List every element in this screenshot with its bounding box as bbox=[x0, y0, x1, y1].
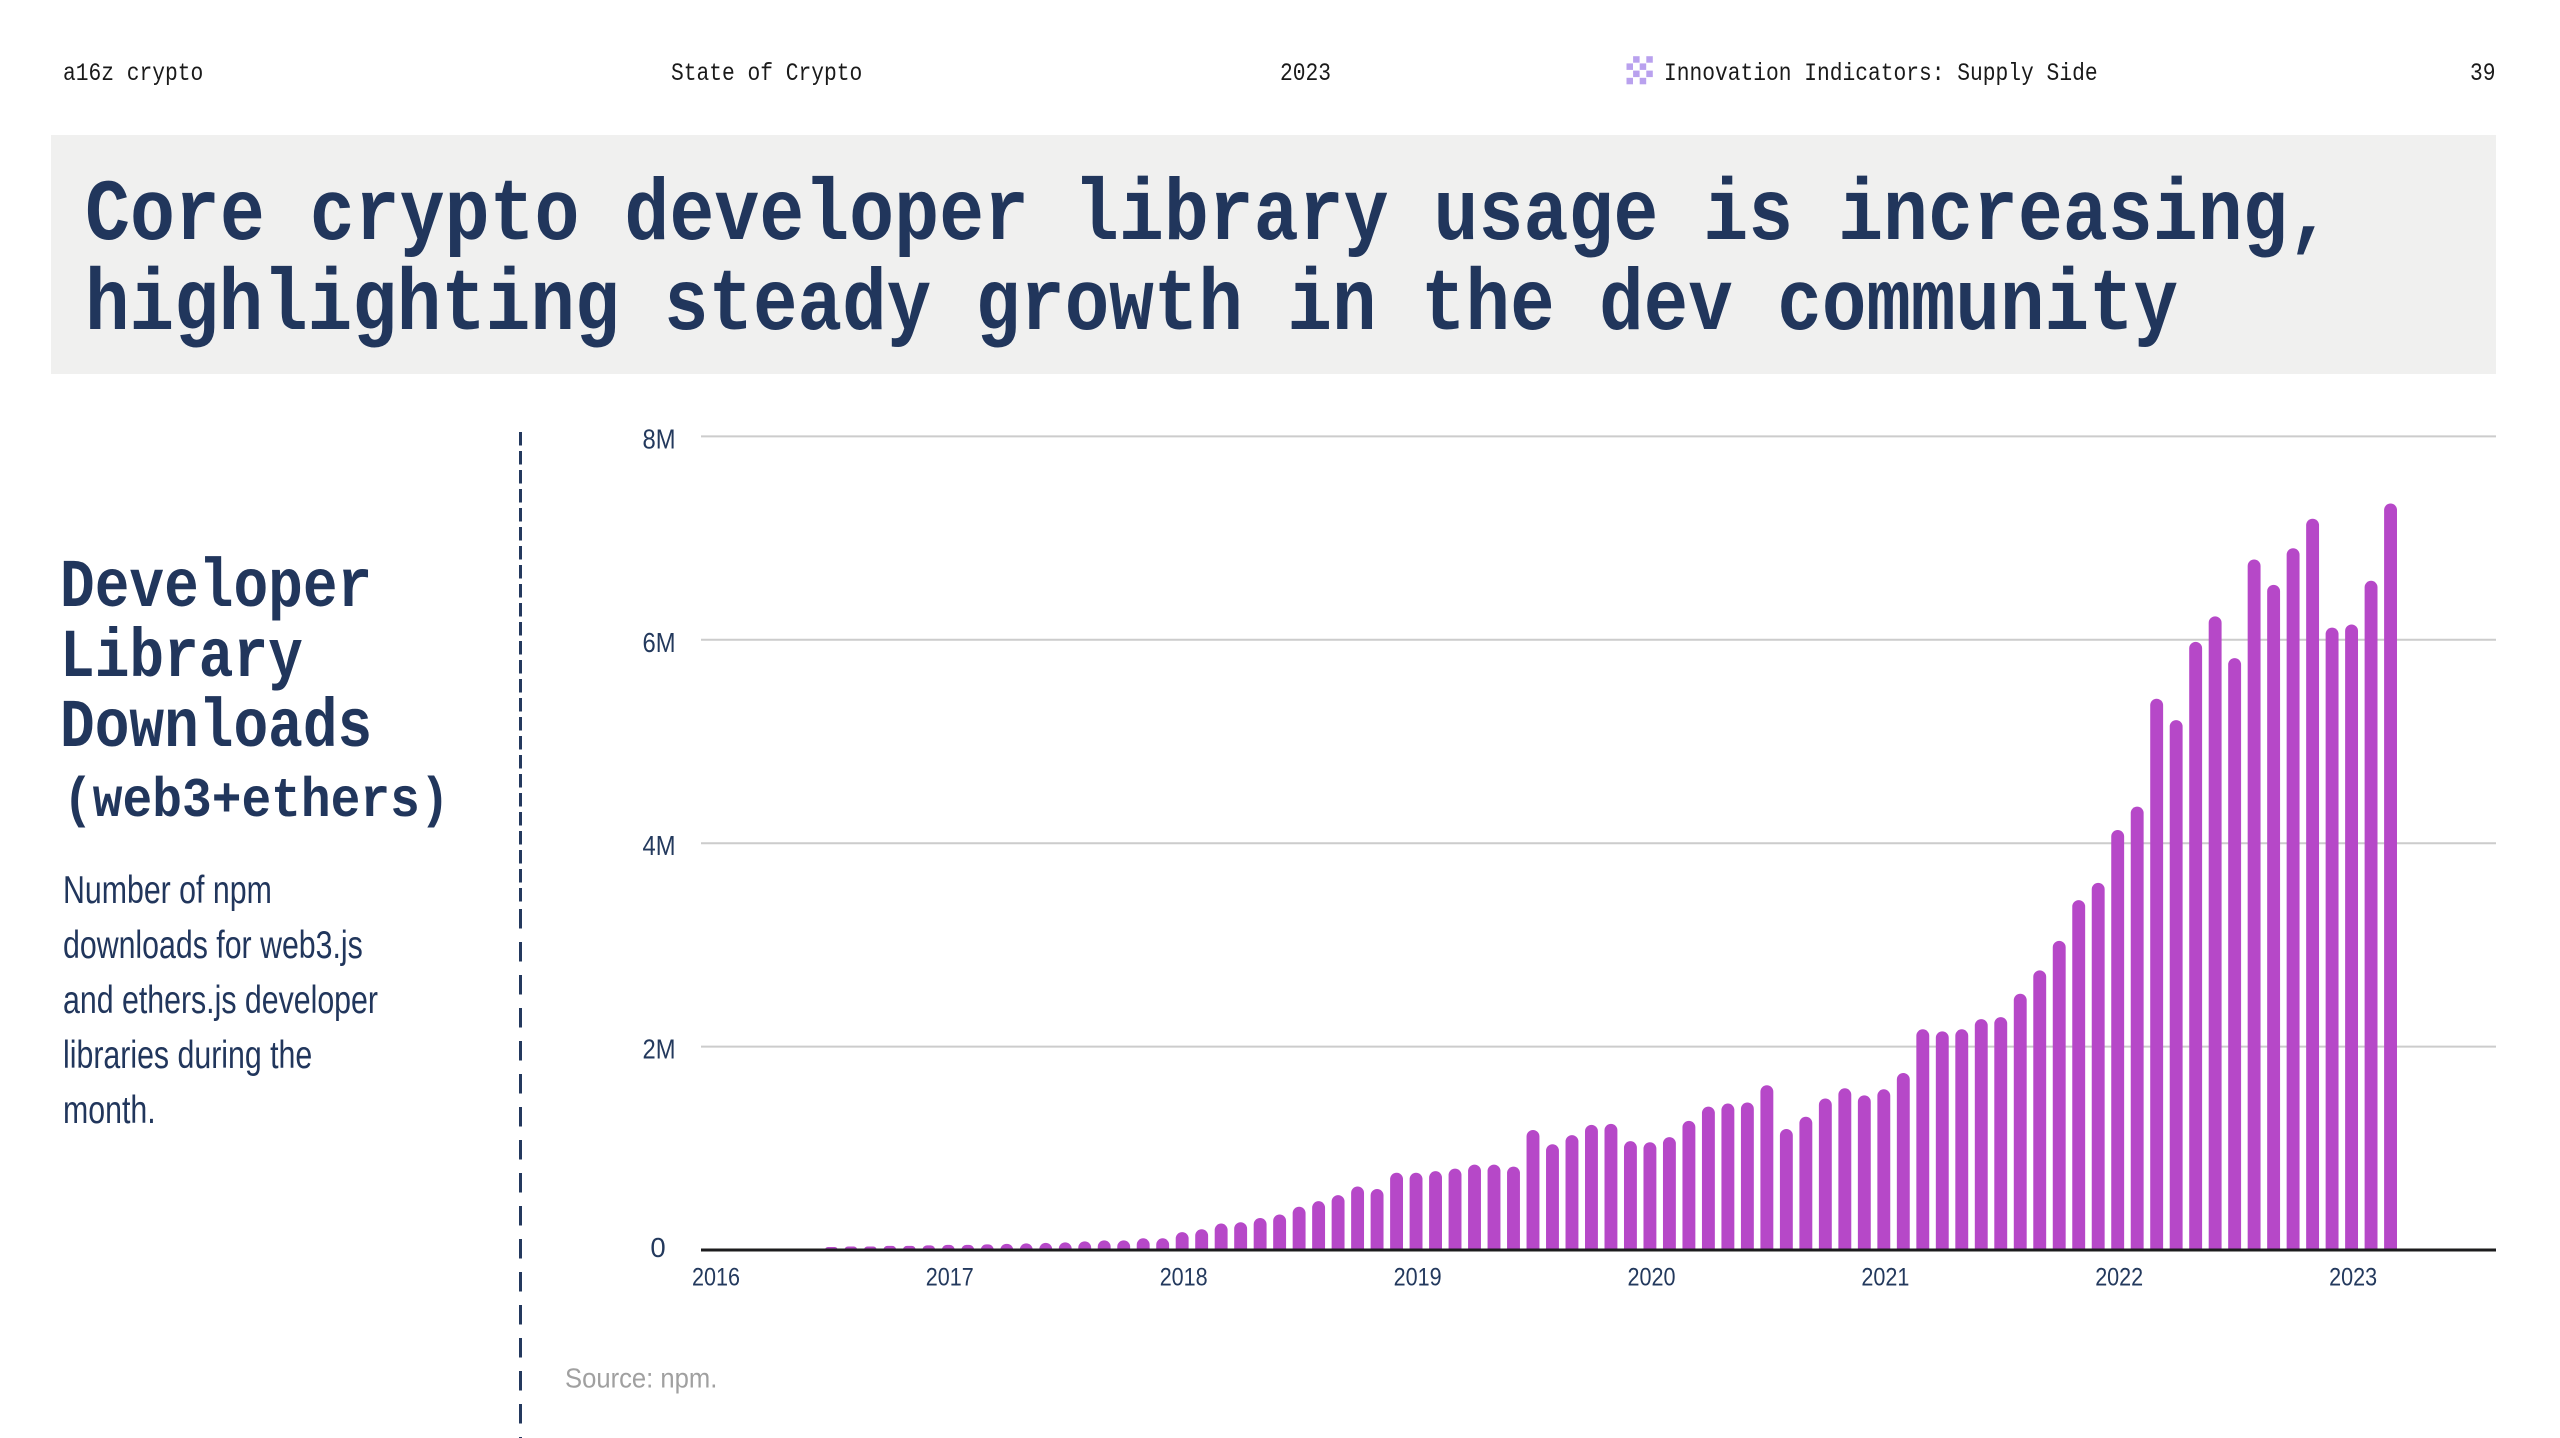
svg-text:4M: 4M bbox=[643, 830, 676, 861]
svg-text:2017: 2017 bbox=[926, 1263, 974, 1291]
svg-text:0: 0 bbox=[650, 1232, 665, 1263]
svg-text:8M: 8M bbox=[643, 423, 676, 454]
svg-text:2021: 2021 bbox=[1861, 1263, 1909, 1291]
svg-text:2019: 2019 bbox=[1394, 1263, 1442, 1291]
svg-text:2020: 2020 bbox=[1628, 1263, 1676, 1291]
svg-text:Source: npm.: Source: npm. bbox=[565, 1363, 717, 1394]
svg-text:2023: 2023 bbox=[2329, 1263, 2377, 1291]
svg-text:2M: 2M bbox=[643, 1034, 676, 1065]
svg-text:2022: 2022 bbox=[2095, 1263, 2143, 1291]
svg-text:6M: 6M bbox=[643, 627, 676, 658]
svg-text:2016: 2016 bbox=[692, 1263, 740, 1291]
svg-text:2018: 2018 bbox=[1160, 1263, 1208, 1291]
